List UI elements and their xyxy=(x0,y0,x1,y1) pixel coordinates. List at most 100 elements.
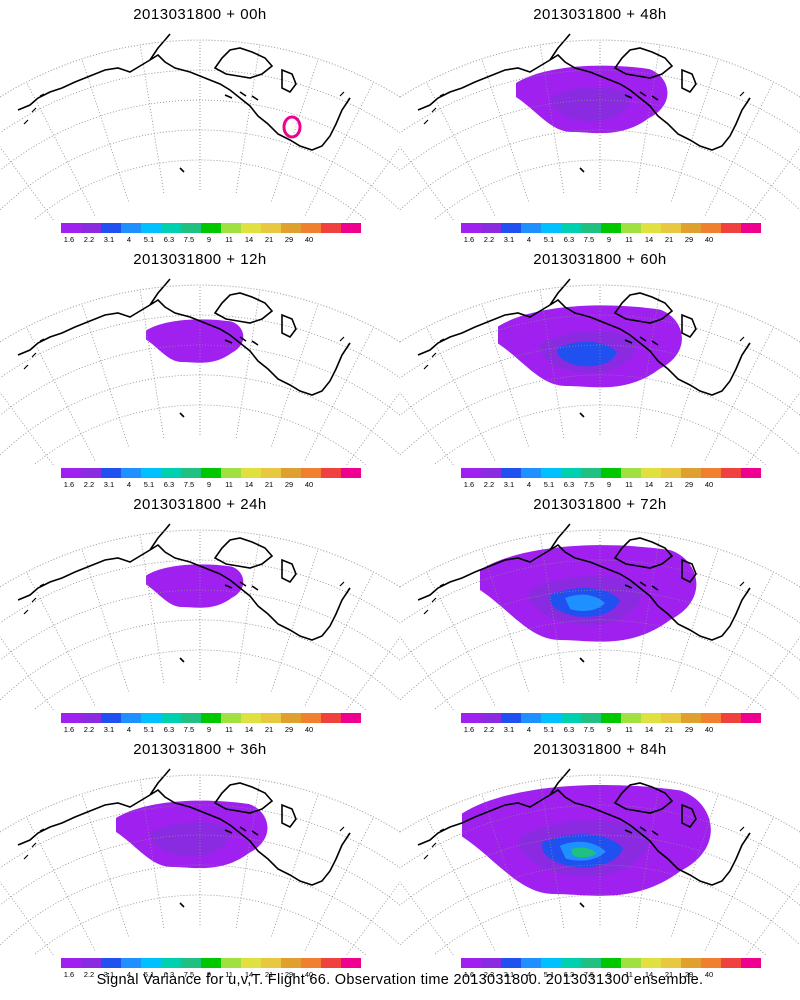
map-plot xyxy=(0,523,400,710)
forecast-panel: 2013031800 + 48h 1.6 2.2 3.1 4 5.1 6.3 7.5 9 11 14… xyxy=(400,0,800,245)
colorbar-labels: 1.6 2.2 3.1 4 5.1 6.3 7.5 9 11 14 21 29 40 xyxy=(461,235,761,245)
colorbar-swatch xyxy=(261,223,281,233)
colorbar-label: 3.1 xyxy=(103,235,115,244)
colorbar-swatch xyxy=(521,223,541,233)
colorbar-label: 7.5 xyxy=(583,480,595,489)
colorbar-swatch xyxy=(541,223,561,233)
islands xyxy=(23,581,351,615)
colorbar-labels: 1.6 2.2 3.1 4 5.1 6.3 7.5 9 11 14 21 29 40 xyxy=(61,725,361,735)
colorbar-label: 7.5 xyxy=(183,970,195,979)
colorbar-swatch xyxy=(181,468,201,478)
colorbar-label: 3.1 xyxy=(503,480,515,489)
colorbar-label: 1.6 xyxy=(63,235,75,244)
graticule xyxy=(0,39,400,220)
forecast-panel: 2013031800 + 60h 1.6 2.2 3.1 4 5.1 6.3 7.5 9 11 14… xyxy=(400,245,800,490)
colorbar xyxy=(61,713,361,723)
colorbar-swatch xyxy=(301,223,321,233)
figure-caption: Signal Variance for u,v,T. Flight 66. Ob… xyxy=(96,972,704,988)
colorbar-label: 40 xyxy=(304,970,314,979)
colorbar-label: 9 xyxy=(206,235,212,244)
panel-title: 2013031800 + 48h xyxy=(533,6,667,23)
colorbar-swatch xyxy=(81,958,101,968)
colorbar-swatch xyxy=(561,223,581,233)
panel-title: 2013031800 + 12h xyxy=(133,251,267,268)
forecast-panel: 2013031800 + 72h 1.6 2.2 3.1 4 5.1 6.3 7.5 9 11 14… xyxy=(400,490,800,735)
panel-title: 2013031800 + 00h xyxy=(133,6,267,23)
colorbar-label: 9 xyxy=(206,725,212,734)
colorbar-swatch xyxy=(721,468,741,478)
colorbar-swatch xyxy=(501,958,521,968)
panel-title: 2013031800 + 84h xyxy=(533,741,667,758)
colorbar-swatch xyxy=(501,468,521,478)
colorbar-label: 40 xyxy=(704,970,714,979)
colorbar-label: 1.6 xyxy=(463,970,475,979)
colorbar-label: 11 xyxy=(225,235,233,244)
colorbar-label: 21 xyxy=(664,235,674,244)
colorbar-label: 40 xyxy=(704,235,714,244)
colorbar-swatch xyxy=(261,958,281,968)
colorbar-label: 5.1 xyxy=(143,725,155,734)
colorbar-swatch xyxy=(501,713,521,723)
coastline xyxy=(417,278,751,418)
coastline xyxy=(417,768,751,908)
colorbar-label: 21 xyxy=(264,480,274,489)
coastline xyxy=(17,33,351,173)
colorbar-label: 29 xyxy=(284,725,294,734)
colorbar-swatch xyxy=(681,958,701,968)
colorbar-label: 9 xyxy=(606,970,612,979)
map-plot xyxy=(0,33,400,220)
colorbar-labels: 1.6 2.2 3.1 4 5.1 6.3 7.5 9 11 14 21 29 40 xyxy=(461,480,761,490)
colorbar-swatch xyxy=(141,223,161,233)
colorbar-swatch xyxy=(321,223,341,233)
colorbar-label: 21 xyxy=(264,725,274,734)
colorbar-swatch xyxy=(201,958,221,968)
colorbar-swatch xyxy=(341,713,361,723)
colorbar-label: 1.6 xyxy=(63,725,75,734)
colorbar-label: 6.3 xyxy=(163,235,175,244)
colorbar-swatch xyxy=(321,468,341,478)
colorbar-label: 21 xyxy=(664,725,674,734)
colorbar-swatch xyxy=(161,713,181,723)
colorbar-label: 6.3 xyxy=(163,725,175,734)
colorbar-label: 4 xyxy=(126,480,132,489)
colorbar-swatch xyxy=(121,958,141,968)
colorbar-swatch xyxy=(341,223,361,233)
map-plot xyxy=(400,523,800,710)
colorbar-swatch xyxy=(581,223,601,233)
colorbar-swatch xyxy=(281,958,301,968)
colorbar-swatch xyxy=(481,223,501,233)
colorbar-label: 4 xyxy=(526,725,532,734)
panel-title: 2013031800 + 24h xyxy=(133,496,267,513)
colorbar-swatch xyxy=(61,223,81,233)
colorbar-label: 7.5 xyxy=(183,235,195,244)
colorbar-label: 2.2 xyxy=(483,970,495,979)
colorbar-label: 2.2 xyxy=(83,235,95,244)
colorbar-label: 6.3 xyxy=(563,235,575,244)
colorbar-swatch xyxy=(581,468,601,478)
colorbar-swatch xyxy=(221,958,241,968)
colorbar-swatch xyxy=(81,223,101,233)
colorbar-labels: 1.6 2.2 3.1 4 5.1 6.3 7.5 9 11 14 21 29 40 xyxy=(61,235,361,245)
colorbar-swatch xyxy=(641,713,661,723)
colorbar-swatch xyxy=(741,223,761,233)
colorbar-label: 5.1 xyxy=(143,970,155,979)
colorbar-label: 11 xyxy=(225,480,233,489)
colorbar-swatch xyxy=(141,713,161,723)
colorbar-label: 5.1 xyxy=(543,235,555,244)
colorbar-swatch xyxy=(461,958,481,968)
colorbar-label: 14 xyxy=(244,970,254,979)
islands xyxy=(23,826,351,860)
colorbar-swatch xyxy=(221,223,241,233)
colorbar-label: 6.3 xyxy=(163,480,175,489)
colorbar-label: 7.5 xyxy=(183,725,195,734)
colorbar-swatch xyxy=(101,223,121,233)
colorbar-label: 9 xyxy=(606,725,612,734)
colorbar-label: 29 xyxy=(684,235,694,244)
variance-shading xyxy=(480,545,697,642)
colorbar-label: 4 xyxy=(526,480,532,489)
panel-title: 2013031800 + 72h xyxy=(533,496,667,513)
colorbar-swatch xyxy=(601,468,621,478)
islands xyxy=(23,336,351,370)
colorbar-swatch xyxy=(301,468,321,478)
colorbar-label: 29 xyxy=(684,480,694,489)
